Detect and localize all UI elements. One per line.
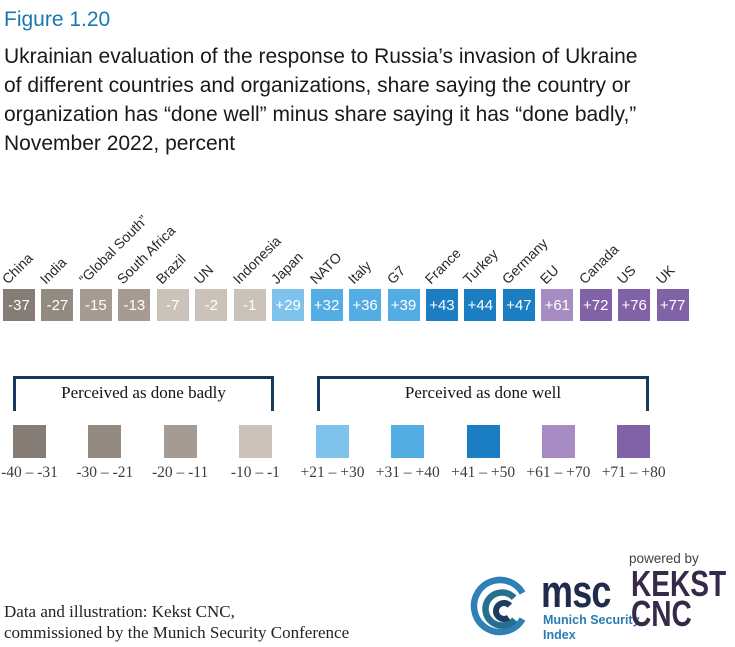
score-value: -2 xyxy=(204,296,218,314)
score-square-japan: +29 xyxy=(272,289,305,321)
legend-swatch-badly-0 xyxy=(13,425,46,458)
score-square-china: -37 xyxy=(3,289,35,321)
msc-wordmark: msc xyxy=(541,566,611,617)
score-value: +32 xyxy=(313,296,340,314)
attribution-line-2: commissioned by the Munich Security Conf… xyxy=(4,622,350,642)
country-label-un: UN xyxy=(190,261,217,287)
score-square-g7: +39 xyxy=(387,289,420,321)
score-value: +61 xyxy=(544,296,571,314)
score-value: +36 xyxy=(352,296,378,314)
legend-range-label: +31 – +40 xyxy=(375,464,440,481)
figure-title-line: Ukrainian evaluation of the response to … xyxy=(4,45,638,68)
country-label-france: France xyxy=(421,244,464,287)
score-value: +43 xyxy=(429,296,455,314)
score-value: -1 xyxy=(243,296,257,314)
country-label-eu: EU xyxy=(536,261,563,287)
legend-badly-label: Perceived as done badly xyxy=(61,383,226,402)
score-value: -15 xyxy=(85,296,107,314)
kekst-logo-line-2: CNC xyxy=(631,592,692,634)
figure-title-line: organization has “done well” minus share… xyxy=(4,103,637,126)
score-square-global-south: -15 xyxy=(79,289,112,321)
bracket-done-well: Perceived as done well xyxy=(317,376,649,411)
country-label-india: India xyxy=(37,254,70,287)
legend-swatch-well-3 xyxy=(541,425,575,458)
legend-range-label: +71 – +80 xyxy=(601,464,666,481)
score-square-turkey: +44 xyxy=(464,289,497,321)
country-label-nato: NATO xyxy=(306,249,345,287)
score-square-us: +76 xyxy=(618,289,651,321)
figure-label: Figure 1.20 xyxy=(4,8,111,31)
score-square-italy: +36 xyxy=(349,289,382,321)
score-value: +72 xyxy=(583,296,609,314)
score-value: -13 xyxy=(123,296,146,314)
score-square-france: +43 xyxy=(425,289,458,321)
legend-range-label: -40 – -31 xyxy=(1,464,58,481)
score-square-eu: +61 xyxy=(541,289,574,321)
msc-tagline-line-1: Munich Security xyxy=(543,613,640,627)
score-value: -37 xyxy=(8,296,30,314)
score-square-south-africa: -13 xyxy=(118,289,151,321)
kekst-cnc-logo: KEKST CNC xyxy=(631,563,727,634)
score-value: -7 xyxy=(166,296,180,314)
score-square-germany: +47 xyxy=(502,289,535,321)
score-value: +76 xyxy=(621,296,647,314)
score-square-nato: +32 xyxy=(310,289,343,321)
score-square-india: -27 xyxy=(41,289,74,321)
country-label-canada: Canada xyxy=(575,241,622,287)
country-label-brazil: Brazil xyxy=(152,250,189,287)
country-label-us: US xyxy=(613,261,639,287)
legend-range-label: +61 – +70 xyxy=(526,464,591,481)
score-value: +39 xyxy=(390,296,417,314)
legend-swatch-badly-2 xyxy=(163,425,197,458)
country-label-china: China xyxy=(0,249,36,287)
bracket-done-badly: Perceived as done badly xyxy=(13,376,274,411)
country-label-turkey: Turkey xyxy=(460,245,502,287)
score-value: +77 xyxy=(659,296,686,314)
country-label-italy: Italy xyxy=(344,257,375,287)
attribution: Data and illustration: Kekst CNC, commis… xyxy=(4,602,349,643)
score-square-indonesia: -1 xyxy=(233,289,266,321)
score-value: +29 xyxy=(275,296,301,314)
score-square-canada: +72 xyxy=(579,289,612,321)
legend-swatch-badly-1 xyxy=(88,425,122,458)
country-label-uk: UK xyxy=(652,261,678,287)
country-label-japan: Japan xyxy=(267,248,307,287)
score-value: -27 xyxy=(46,296,69,314)
figure-title: Ukrainian evaluation of the response to … xyxy=(4,42,730,158)
score-square-uk: +77 xyxy=(656,289,689,321)
legend-swatch-well-1 xyxy=(391,425,425,458)
attribution-line-1: Data and illustration: Kekst CNC, xyxy=(4,602,235,621)
msc-tagline-line-2: Index xyxy=(543,627,576,642)
powered-by-label: powered by xyxy=(629,551,699,566)
msc-arcs-icon xyxy=(470,576,530,636)
country-label-g7: G7 xyxy=(383,262,408,287)
legend-swatch-badly-3 xyxy=(238,425,272,458)
legend-swatch-well-0 xyxy=(316,425,349,458)
msc-tagline: Munich Security Index xyxy=(543,613,640,642)
legend-range-label: -20 – -11 xyxy=(151,464,209,481)
legend-swatch-well-2 xyxy=(466,425,500,458)
score-square-brazil: -7 xyxy=(156,289,189,321)
legend-well-label: Perceived as done well xyxy=(404,383,562,402)
legend-range-label: +21 – +30 xyxy=(300,464,365,481)
score-square-un: -2 xyxy=(195,289,228,321)
legend-range-label: -10 – -1 xyxy=(230,464,280,481)
kekst-logo-line-1: KEKST xyxy=(631,563,727,604)
score-value: +47 xyxy=(506,296,532,314)
score-value: +44 xyxy=(467,296,494,314)
legend-range-label: -30 – -21 xyxy=(76,464,134,481)
figure-title-line: November 2022, percent xyxy=(4,132,236,155)
legend-swatch-well-4 xyxy=(617,425,651,458)
figure-title-line: of different countries and organizations… xyxy=(4,74,631,97)
legend-range-label: +41 – +50 xyxy=(451,464,516,481)
